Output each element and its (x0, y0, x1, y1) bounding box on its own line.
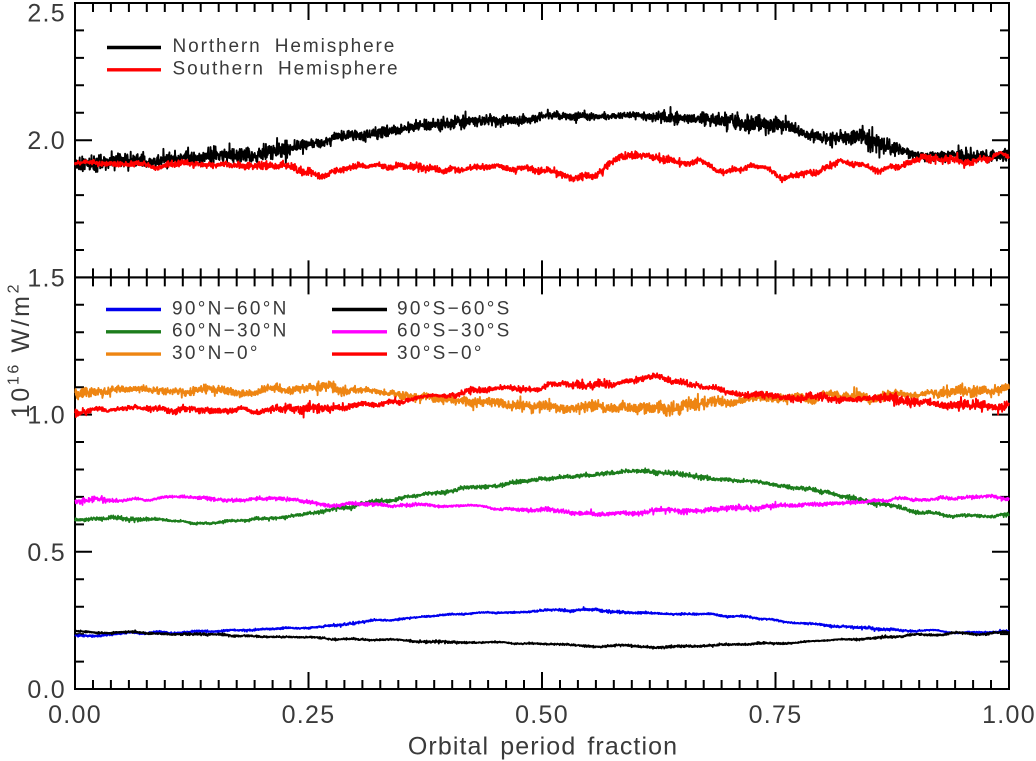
svg-text:30°N−0°: 30°N−0° (172, 343, 260, 364)
svg-text:90°N−60°N: 90°N−60°N (172, 298, 289, 319)
svg-text:Northern Hemisphere: Northern Hemisphere (173, 36, 397, 57)
svg-text:Southern Hemisphere: Southern Hemisphere (173, 59, 400, 80)
svg-text:0.00: 0.00 (48, 701, 102, 729)
svg-text:1.0: 1.0 (27, 402, 66, 430)
svg-text:0.25: 0.25 (282, 701, 336, 729)
svg-text:1.5: 1.5 (27, 264, 66, 292)
svg-text:0.5: 0.5 (27, 539, 66, 567)
svg-text:0.0: 0.0 (27, 676, 66, 704)
svg-text:60°N−30°N: 60°N−30°N (172, 321, 289, 342)
svg-text:1.00: 1.00 (982, 701, 1036, 729)
svg-text:2.0: 2.0 (27, 127, 66, 155)
svg-text:30°S−0°: 30°S−0° (397, 343, 484, 364)
svg-text:90°S−60°S: 90°S−60°S (397, 298, 512, 319)
svg-text:0.75: 0.75 (749, 701, 803, 729)
svg-text:60°S−30°S: 60°S−30°S (397, 321, 512, 342)
svg-text:0.50: 0.50 (515, 701, 569, 729)
svg-text:2.5: 2.5 (27, 0, 66, 28)
svg-text:1016 W/m2: 1016 W/m2 (6, 282, 36, 418)
svg-text:Orbital period fraction: Orbital period fraction (408, 733, 678, 761)
